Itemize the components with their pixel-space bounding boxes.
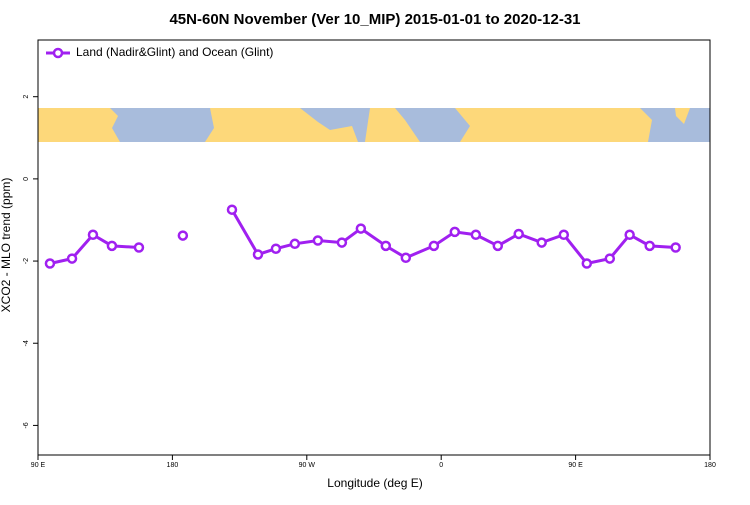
data-point xyxy=(581,258,593,269)
data-point xyxy=(536,237,547,248)
data-line xyxy=(49,208,676,266)
x-tick-label: 180 xyxy=(704,462,716,469)
data-point xyxy=(513,228,524,240)
data-point xyxy=(380,240,392,252)
chart-title: 45N-60N November (Ver 10_MIP) 2015-01-01… xyxy=(169,11,580,28)
data-point xyxy=(66,253,78,264)
data-point xyxy=(400,252,412,264)
plot-frame xyxy=(37,39,711,456)
x-tick-label: 0 xyxy=(439,462,443,469)
data-point xyxy=(312,235,324,246)
x-axis-label: Longitude (deg E) xyxy=(327,476,422,490)
x-tick-label: 90 E xyxy=(31,462,46,469)
y-tick-label: -2 xyxy=(23,258,30,264)
data-point xyxy=(644,240,655,252)
y-tick-label: 0 xyxy=(23,177,30,181)
data-point xyxy=(133,242,145,253)
data-point xyxy=(492,240,504,252)
data-point xyxy=(44,258,56,269)
legend-label: Land (Nadir&Glint) and Ocean (Glint) xyxy=(76,45,273,59)
data-point xyxy=(428,240,440,252)
data-point xyxy=(106,240,118,252)
x-tick-label: 90 W xyxy=(299,462,316,469)
y-tick-label: -6 xyxy=(23,422,30,428)
data-point xyxy=(226,204,238,215)
legend-marker xyxy=(52,47,64,59)
y-tick-label: -4 xyxy=(23,340,30,346)
data-point xyxy=(87,229,99,241)
data-point xyxy=(670,242,681,253)
data-point xyxy=(449,226,461,238)
data-point xyxy=(252,249,264,260)
y-tick-label: 2 xyxy=(23,95,30,99)
data-point xyxy=(558,229,570,241)
x-tick-label: 180 xyxy=(167,462,179,469)
data-point xyxy=(177,230,189,241)
y-axis-label: XCO2 - MLO trend (ppm) xyxy=(0,178,13,313)
data-point xyxy=(355,223,367,234)
data-point xyxy=(470,229,482,241)
map-band xyxy=(38,108,710,142)
data-point xyxy=(270,243,282,254)
data-point xyxy=(624,229,635,241)
x-tick-label: 90 E xyxy=(568,462,583,469)
data-point xyxy=(336,237,348,248)
data-point xyxy=(289,238,301,250)
data-point xyxy=(604,253,616,264)
